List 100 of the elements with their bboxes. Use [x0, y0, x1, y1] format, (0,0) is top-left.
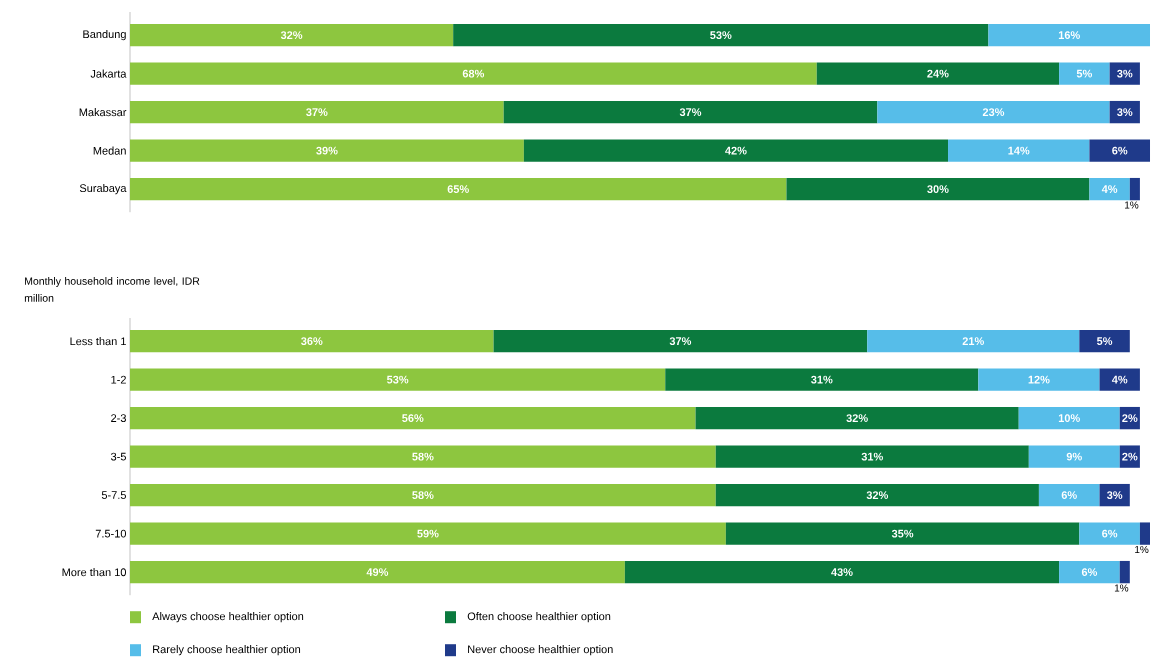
bar [665, 368, 979, 391]
data-label: 4% [1111, 375, 1128, 384]
data-label: 37% [669, 337, 692, 346]
data-label: 23% [982, 108, 1005, 117]
legend-label: Never choose healthier option [468, 645, 613, 656]
data-label: 59% [417, 529, 439, 538]
data-label: 3% [1117, 69, 1133, 78]
data-label: 53% [386, 375, 409, 384]
y-tick-label: Bandung [83, 29, 126, 41]
bar [786, 177, 1090, 201]
bar [1079, 522, 1140, 545]
data-label: 16% [1058, 31, 1080, 39]
bar [715, 483, 1039, 507]
bar [130, 560, 625, 584]
data-label: 43% [831, 568, 853, 577]
bar [1139, 522, 1151, 545]
data-label: 37% [306, 108, 328, 117]
data-label: 56% [402, 414, 424, 422]
data-label: 1% [1135, 545, 1149, 553]
bar [1129, 177, 1140, 201]
bar [1089, 177, 1130, 201]
data-label: 3% [1106, 491, 1123, 500]
data-label: 2% [1122, 414, 1138, 422]
bar [1059, 62, 1110, 85]
data-label: 37% [679, 108, 702, 117]
bar [493, 329, 868, 353]
y-tick-label: Makassar [79, 108, 127, 117]
legend-label: Often choose healthier option [467, 612, 611, 623]
data-label: 12% [1028, 375, 1050, 384]
bar [1018, 406, 1120, 430]
bar [1089, 139, 1151, 162]
bar [130, 522, 726, 545]
y-tick-label: 5-7.5 [101, 491, 126, 499]
y-tick-label: More than 10 [62, 568, 127, 577]
bar [1028, 445, 1120, 468]
bar [1119, 560, 1130, 584]
data-label: 36% [301, 337, 323, 346]
data-label: 14% [1008, 146, 1030, 155]
bar [1099, 483, 1130, 507]
data-label: 39% [316, 146, 338, 155]
data-label: 6% [1061, 491, 1077, 499]
bar [715, 445, 1029, 468]
data-label: 58% [412, 491, 434, 499]
data-label: 3% [1117, 108, 1133, 117]
legend-label: Rarely choose healthier option [153, 645, 301, 656]
data-label: 1% [1114, 584, 1129, 592]
bar [130, 406, 696, 430]
y-tick-label: Jakarta [90, 69, 127, 78]
bar [1079, 329, 1130, 353]
bar [624, 560, 1060, 584]
data-label: 1% [1125, 201, 1139, 209]
y-tick-label: 2-3 [111, 414, 126, 422]
y-tick-label: Less than 1 [70, 337, 126, 346]
data-label: 6% [1112, 146, 1128, 155]
data-label: 31% [811, 375, 833, 384]
data-label: 65% [447, 185, 469, 193]
bar [130, 445, 716, 468]
data-label: 68% [462, 69, 485, 78]
data-label: 5% [1096, 337, 1113, 345]
bar [1099, 368, 1140, 391]
legend-label: Always choose healthier option [152, 612, 304, 623]
y-tick-label: Medan [93, 146, 126, 155]
data-label: 2% [1122, 452, 1138, 461]
y-tick-label: Surabaya [79, 183, 127, 195]
data-label: 32% [280, 31, 303, 40]
y-tick-label: 1-2 [111, 375, 126, 384]
bar [948, 139, 1090, 162]
bar [725, 522, 1080, 545]
bar [1109, 100, 1140, 124]
data-label: 49% [366, 568, 389, 576]
data-label: 31% [861, 452, 883, 461]
bar [130, 23, 454, 47]
bar [453, 23, 989, 47]
bar [988, 23, 1151, 47]
bar [695, 406, 1019, 430]
data-label: 32% [866, 491, 889, 500]
bar [130, 139, 524, 162]
bar [503, 100, 878, 124]
bar [130, 368, 666, 391]
y-axis-title: Monthly household income level, IDR million [24, 277, 200, 302]
bar [816, 62, 1060, 85]
data-label: 6% [1081, 568, 1098, 576]
bar [523, 139, 949, 162]
bar [130, 62, 817, 85]
bar [1059, 560, 1120, 584]
bar [1109, 62, 1140, 85]
data-label: 5% [1076, 69, 1093, 78]
data-label: 58% [412, 452, 434, 461]
data-label: 9% [1066, 452, 1082, 461]
data-label: 35% [891, 529, 914, 538]
data-label: 53% [710, 31, 732, 40]
y-tick-label: 7.5-10 [95, 529, 127, 538]
bar [130, 483, 716, 507]
data-label: 6% [1102, 529, 1118, 538]
y-tick-label: 3-5 [110, 452, 126, 461]
bar [130, 329, 494, 353]
bar [1119, 445, 1140, 468]
data-label: 21% [962, 337, 984, 345]
bar [877, 100, 1110, 124]
bar [978, 368, 1100, 391]
